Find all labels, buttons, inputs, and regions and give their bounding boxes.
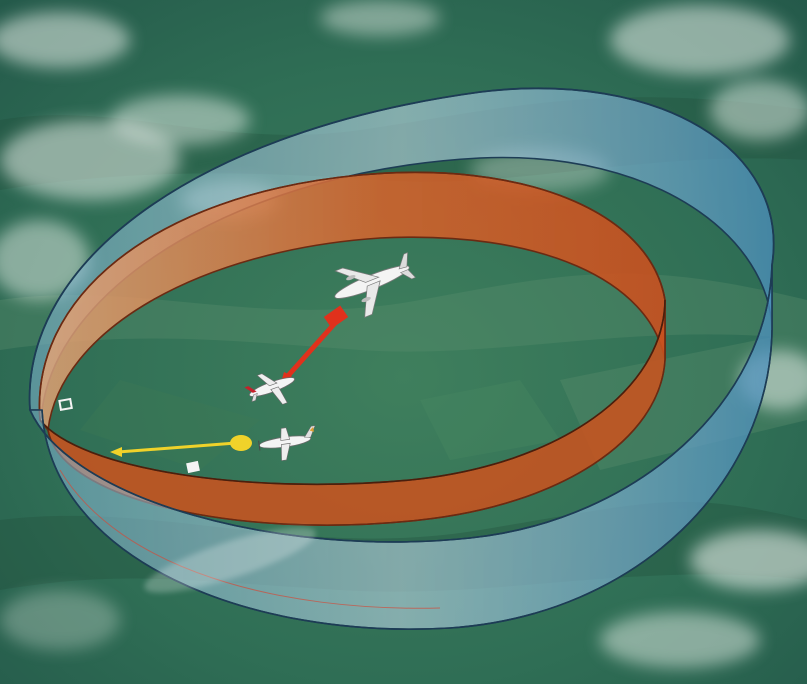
turboprop-icon (258, 425, 316, 462)
business-jet-icon (244, 373, 296, 405)
traffic-advisory-line (110, 435, 252, 457)
open-square-icon (58, 397, 73, 411)
glare (144, 527, 316, 593)
filled-square-icon (186, 460, 200, 474)
advisory-dot (230, 435, 252, 451)
jet-airliner-icon (334, 252, 416, 318)
